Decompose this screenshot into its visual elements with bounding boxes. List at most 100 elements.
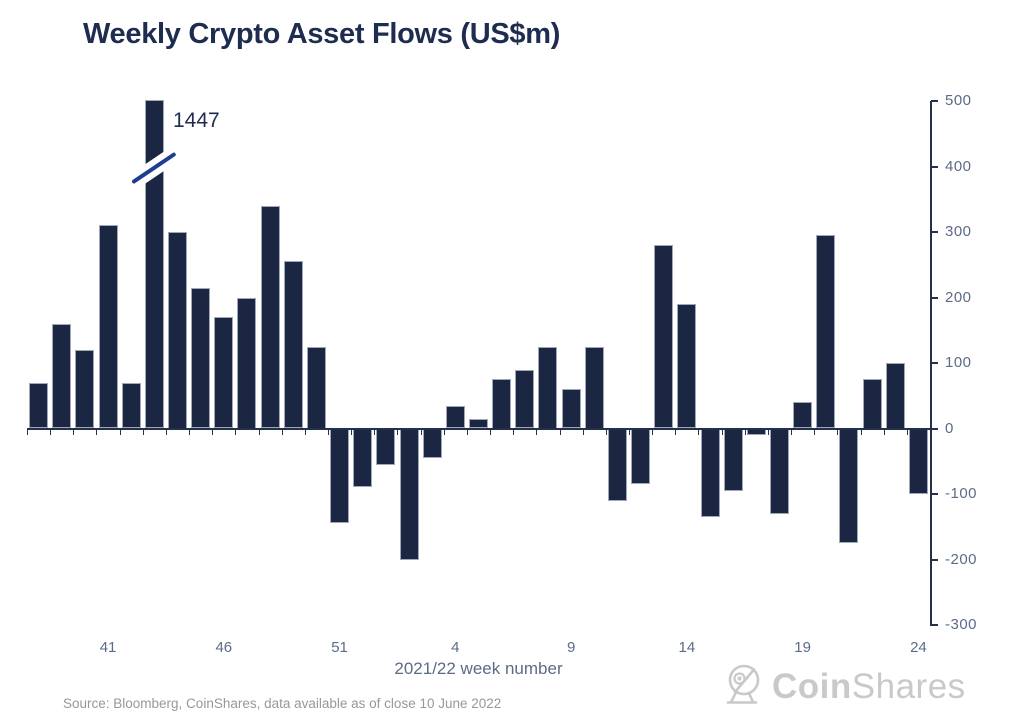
chart-title: Weekly Crypto Asset Flows (US$m) xyxy=(83,18,561,50)
x-axis-tick xyxy=(397,429,399,435)
y-tick-label: 400 xyxy=(945,157,972,175)
y-axis-tick xyxy=(931,296,938,299)
y-axis-tick xyxy=(931,100,938,102)
bar-week-50 xyxy=(306,346,326,429)
bar-week-22 xyxy=(862,379,882,429)
x-axis-tick xyxy=(721,429,723,435)
x-axis-tick xyxy=(351,429,353,435)
bar-week-16 xyxy=(723,428,743,491)
bar-week-10 xyxy=(584,346,604,429)
x-axis-tick xyxy=(374,429,376,435)
x-axis-tick xyxy=(860,429,862,435)
x-tick-label: 41 xyxy=(99,639,117,656)
x-axis-tick xyxy=(629,429,630,435)
x-axis-tick xyxy=(328,429,329,435)
x-axis-tick xyxy=(304,429,306,435)
x-axis-tick xyxy=(767,429,769,435)
y-tick-label: 500 xyxy=(945,92,972,109)
bar-week-42 xyxy=(121,382,141,429)
y-axis-tick xyxy=(931,493,938,495)
x-axis-tick xyxy=(212,429,214,435)
bar-week-19 xyxy=(793,402,813,429)
bar-week-13 xyxy=(654,245,674,429)
bar-week-18 xyxy=(770,428,789,514)
bar-week-15 xyxy=(700,428,720,517)
x-axis-tick xyxy=(50,429,52,435)
bar-week-38 xyxy=(29,382,49,429)
x-tick-label: 46 xyxy=(215,639,233,656)
x-axis-tick xyxy=(258,429,260,435)
y-tick-label: 300 xyxy=(945,223,972,240)
x-axis-tick xyxy=(744,429,746,435)
bar-week-39 xyxy=(52,323,72,429)
x-tick-label: 24 xyxy=(910,639,927,656)
y-tick-label: -100 xyxy=(945,485,978,502)
bar-week-2 xyxy=(399,428,419,560)
x-axis-tick xyxy=(96,429,98,435)
x-axis-tick xyxy=(883,429,885,435)
bar-week-20 xyxy=(816,235,836,429)
bar-week-40 xyxy=(75,349,95,429)
x-axis-tick xyxy=(281,429,283,435)
x-axis-tick xyxy=(443,429,445,435)
x-axis-tick xyxy=(466,429,468,435)
bar-week-6 xyxy=(492,379,512,429)
x-axis-tick xyxy=(119,429,121,435)
bar-week-7 xyxy=(515,369,535,429)
y-axis-tick xyxy=(931,231,938,233)
bar-week-21 xyxy=(839,428,859,544)
x-axis-title: 2021/22 week number xyxy=(394,659,563,678)
x-tick-label: 51 xyxy=(331,639,348,656)
bar-week-24 xyxy=(908,428,928,494)
y-tick-label: 100 xyxy=(945,354,972,371)
x-axis-tick xyxy=(536,429,538,435)
bar-week-1 xyxy=(376,428,396,465)
coinshares-logo: CoinShares xyxy=(722,661,966,712)
source-note: Source: Bloomberg, CoinShares, data avai… xyxy=(63,696,502,711)
x-axis-tick xyxy=(675,429,677,435)
truncated-bar-value-label: 1447 xyxy=(173,109,220,132)
x-axis-tick xyxy=(27,429,28,435)
x-axis-tick xyxy=(906,429,908,435)
y-axis-tick xyxy=(931,165,938,168)
bar-week-12 xyxy=(631,428,651,485)
bar-week-14 xyxy=(677,304,697,429)
x-axis-tick xyxy=(235,429,237,435)
bar-week-51 xyxy=(330,428,350,524)
x-axis-tick xyxy=(791,429,793,435)
x-axis-tick xyxy=(142,429,144,435)
y-axis-tick xyxy=(931,427,938,430)
bar-week-23 xyxy=(885,363,905,429)
x-axis-tick xyxy=(165,429,167,435)
x-axis-tick xyxy=(837,429,839,435)
bar-week-45 xyxy=(191,287,211,429)
x-axis-tick xyxy=(189,429,191,435)
bar-week-48 xyxy=(260,205,280,429)
x-axis-line xyxy=(27,427,930,430)
bar-week-52 xyxy=(353,428,373,488)
x-axis-tick xyxy=(73,429,75,435)
x-axis-tick xyxy=(559,429,561,435)
x-tick-label: 9 xyxy=(566,639,576,656)
y-tick-label: -300 xyxy=(945,616,978,633)
bar-week-4 xyxy=(445,405,465,429)
x-axis-tick xyxy=(513,429,515,435)
x-axis-tick xyxy=(605,429,607,435)
bar-week-3 xyxy=(422,428,442,458)
x-tick-label: 19 xyxy=(794,639,811,656)
y-tick-label: 0 xyxy=(945,419,954,437)
y-axis-tick xyxy=(931,362,938,364)
bar-week-41 xyxy=(98,225,118,429)
y-tick-label: 200 xyxy=(945,288,972,306)
x-tick-label: 4 xyxy=(451,639,460,656)
bar-week-8 xyxy=(538,346,558,429)
x-axis-tick xyxy=(582,429,584,435)
bar-week-11 xyxy=(607,428,627,501)
x-axis-tick xyxy=(814,429,816,435)
bar-week-44 xyxy=(168,232,187,429)
bar-week-49 xyxy=(283,261,303,429)
y-axis-tick xyxy=(931,558,938,561)
y-axis-tick xyxy=(931,624,938,626)
x-tick-label: 14 xyxy=(678,639,696,656)
